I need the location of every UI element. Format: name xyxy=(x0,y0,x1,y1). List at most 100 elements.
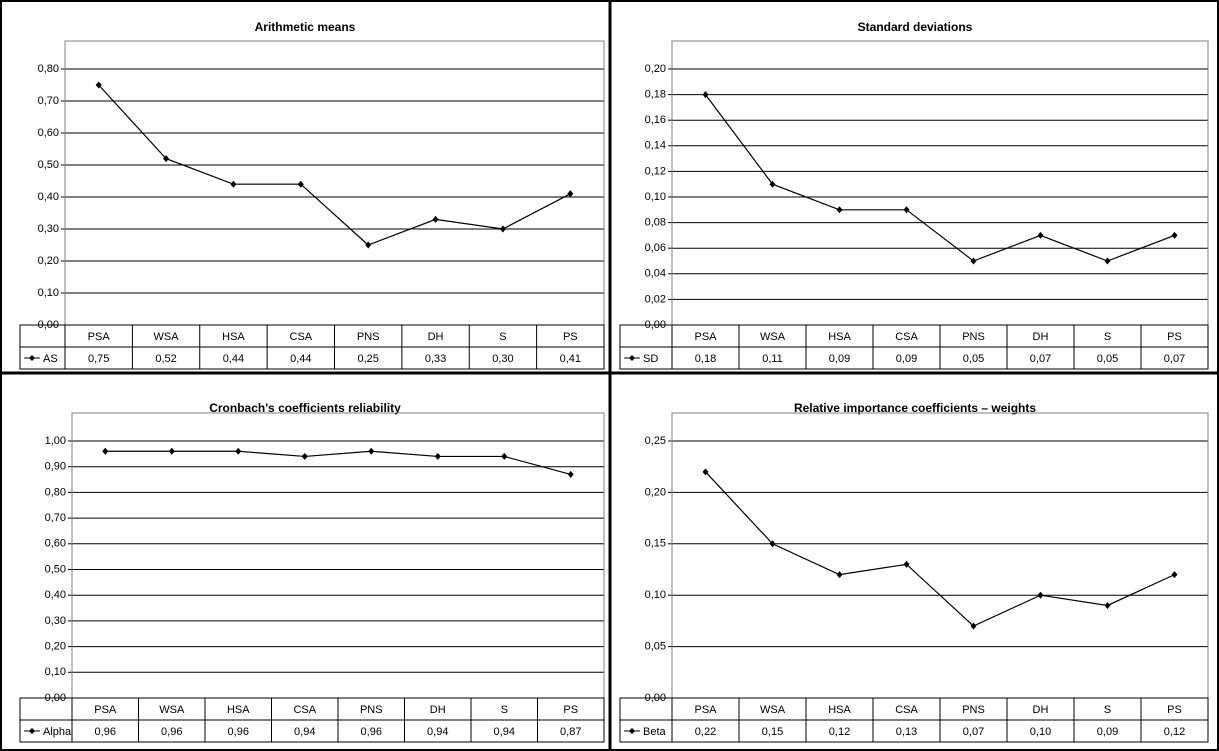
chart-title: Arithmetic means xyxy=(255,20,356,34)
point xyxy=(163,155,170,163)
y-tick-label: 0,30 xyxy=(38,223,59,235)
chart-title: Standard deviations xyxy=(858,20,973,34)
point xyxy=(836,571,843,579)
x-tick-label: CSA xyxy=(293,704,316,716)
x-tick-label: PS xyxy=(1167,704,1182,716)
point xyxy=(102,447,109,455)
table-value: 0,18 xyxy=(695,353,716,365)
y-tick-label: 0,90 xyxy=(45,461,66,473)
plot-frame xyxy=(64,40,605,326)
point xyxy=(769,540,776,548)
y-tick-label: 0,10 xyxy=(645,191,666,203)
point xyxy=(168,447,175,455)
table-value: 0,07 xyxy=(963,726,984,738)
table-value: 0,11 xyxy=(762,353,783,365)
table-value: 0,75 xyxy=(88,353,109,365)
plot-frame xyxy=(671,40,1209,326)
point xyxy=(297,180,304,188)
table-value: 0,87 xyxy=(560,726,581,738)
y-tick-label: 0,02 xyxy=(645,293,666,305)
legend-label: Alpha xyxy=(43,726,72,738)
point xyxy=(836,206,843,214)
table-value: 0,94 xyxy=(427,726,448,738)
y-tick-label: 1,00 xyxy=(45,435,66,447)
y-tick-label: 0,10 xyxy=(38,287,59,299)
y-tick-label: 0,25 xyxy=(645,435,666,447)
x-tick-label: PNS xyxy=(360,704,383,716)
series-line xyxy=(705,471,1175,627)
point xyxy=(1104,257,1111,265)
point xyxy=(365,241,372,249)
series-line xyxy=(705,94,1175,262)
y-tick-label: 0,30 xyxy=(45,615,66,627)
x-tick-label: HSA xyxy=(828,704,851,716)
point xyxy=(501,452,508,460)
y-tick-label: 0,08 xyxy=(645,217,666,229)
y-tick-label: 0,15 xyxy=(645,538,666,550)
table-value: 0,07 xyxy=(1164,353,1185,365)
chart-title: Cronbach's coefficients reliability xyxy=(209,401,401,415)
x-tick-label: WSA xyxy=(760,331,786,343)
x-tick-label: HSA xyxy=(222,331,245,343)
point xyxy=(95,81,102,89)
point xyxy=(1037,231,1044,239)
x-tick-label: PSA xyxy=(694,704,717,716)
table-value: 0,13 xyxy=(896,726,917,738)
y-tick-label: 0,80 xyxy=(45,486,66,498)
table-value: 0,09 xyxy=(896,353,917,365)
x-tick-label: PSA xyxy=(88,331,111,343)
table-value: 0,05 xyxy=(1097,353,1118,365)
x-tick-label: WSA xyxy=(154,331,180,343)
y-tick-label: 0,04 xyxy=(645,268,666,280)
table-value: 0,33 xyxy=(425,353,446,365)
point xyxy=(567,190,574,198)
y-tick-label: 0,18 xyxy=(645,89,666,101)
y-tick-label: 0,14 xyxy=(645,140,666,152)
table-value: 0,94 xyxy=(294,726,315,738)
legend-marker xyxy=(29,355,35,361)
legend-label: Beta xyxy=(643,726,667,738)
x-tick-label: PSA xyxy=(94,704,117,716)
table-value: 0,30 xyxy=(492,353,513,365)
x-tick-label: DH xyxy=(430,704,446,716)
x-tick-label: WSA xyxy=(159,704,185,716)
x-tick-label: S xyxy=(499,331,506,343)
x-tick-label: HSA xyxy=(828,331,851,343)
y-tick-label: 0,06 xyxy=(645,242,666,254)
table-value: 0,52 xyxy=(155,353,176,365)
y-tick-label: 0,20 xyxy=(38,255,59,267)
x-tick-label: DH xyxy=(1033,331,1049,343)
table-value: 0,09 xyxy=(829,353,850,365)
y-tick-label: 0,80 xyxy=(38,63,59,75)
point xyxy=(432,215,439,223)
point xyxy=(769,180,776,188)
y-tick-label: 0,70 xyxy=(45,512,66,524)
point xyxy=(903,560,910,568)
table-value: 0,96 xyxy=(161,726,182,738)
x-tick-label: PS xyxy=(1167,331,1182,343)
point xyxy=(702,468,709,476)
x-tick-label: PNS xyxy=(962,331,985,343)
y-tick-label: 0,16 xyxy=(645,114,666,126)
y-tick-label: 0,05 xyxy=(645,641,666,653)
legend-marker xyxy=(629,728,635,734)
table-value: 0,12 xyxy=(1164,726,1185,738)
y-tick-label: 0,10 xyxy=(645,589,666,601)
y-tick-label: 0,50 xyxy=(38,159,59,171)
x-tick-label: DH xyxy=(428,331,444,343)
table-value: 0,41 xyxy=(560,353,581,365)
chart-title: Relative importance coefficients – weigh… xyxy=(794,401,1036,415)
table-value: 0,96 xyxy=(228,726,249,738)
y-tick-label: 0,60 xyxy=(38,127,59,139)
y-tick-label: 0,20 xyxy=(45,641,66,653)
y-tick-label: 0,12 xyxy=(645,165,666,177)
point xyxy=(970,622,977,630)
point xyxy=(1171,231,1178,239)
point xyxy=(970,257,977,265)
y-tick-label: 0,70 xyxy=(38,95,59,107)
point xyxy=(1171,571,1178,579)
x-tick-label: PSA xyxy=(694,331,717,343)
series-line xyxy=(105,450,571,475)
x-tick-label: CSA xyxy=(895,331,918,343)
